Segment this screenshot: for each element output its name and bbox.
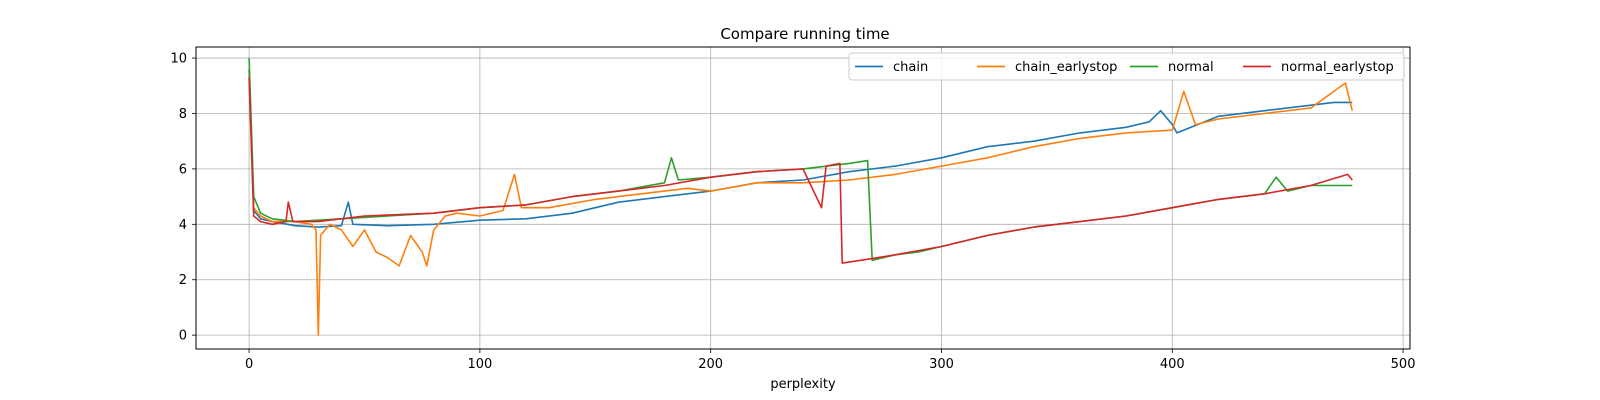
x-axis-label: perplexity [770,377,836,392]
y-tick-label: 4 [179,218,187,233]
x-tick-label: 100 [467,357,492,372]
ticks: 0 100 200 300 400 500 0 2 4 6 8 10 [170,52,1415,372]
legend-label-chain-earlystop: chain_earlystop [1015,60,1117,75]
series-line-chain [248,69,1353,228]
series-line-normal [248,58,1353,262]
y-tick-label: 2 [179,273,187,288]
y-tick-label: 0 [179,329,187,344]
x-tick-label: 200 [698,357,723,372]
x-tick-label: 300 [929,357,954,372]
y-tick-label: 8 [179,107,187,122]
x-tick-label: 0 [245,357,253,372]
plot-frame [195,46,1411,350]
x-tick-label: 400 [1160,357,1185,372]
series-line-normal-earlystop [248,77,1353,264]
legend: chain chain_earlystop normal normal_earlyst… [848,52,1405,81]
y-tick-label: 10 [170,52,187,67]
legend-label-normal-earlystop: normal_earlystop [1281,60,1394,75]
chart-title: Compare running time [720,25,889,43]
series-lines [248,58,1354,336]
y-tick-label: 6 [179,162,187,177]
series-line-chain-earlystop [248,74,1354,336]
legend-label-chain: chain [893,60,928,75]
x-tick-label: 500 [1391,357,1416,372]
legend-box [848,52,1405,81]
legend-label-normal: normal [1168,60,1214,75]
